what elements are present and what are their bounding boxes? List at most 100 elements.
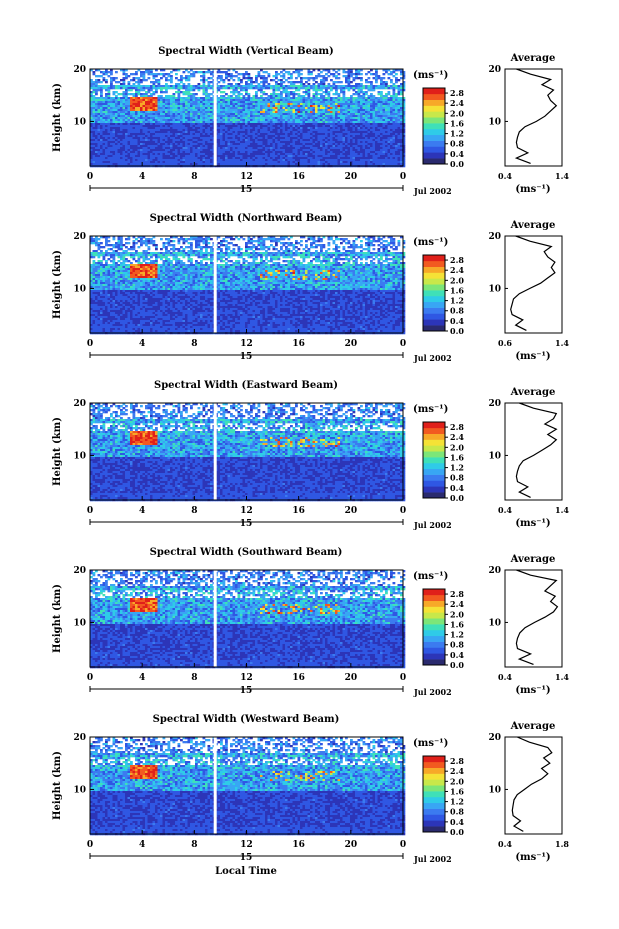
heatmap-cell xyxy=(287,141,291,144)
heatmap-cell xyxy=(357,97,361,100)
heatmap-cell xyxy=(220,117,223,120)
heatmap-cell xyxy=(167,105,171,108)
heatmap-cell xyxy=(347,131,351,134)
heatmap-cell xyxy=(282,89,286,92)
heatmap-cell xyxy=(115,135,118,138)
heatmap-cell xyxy=(112,105,116,108)
heatmap-cell xyxy=(275,129,278,132)
heatmap-cell xyxy=(325,123,328,126)
heatmap-cell xyxy=(330,125,333,128)
heatmap-cell xyxy=(300,79,303,82)
heatmap-cell xyxy=(255,91,258,94)
heatmap-cell xyxy=(112,147,116,150)
heatmap-cell xyxy=(210,143,213,146)
heatmap-cell xyxy=(92,95,96,98)
heatmap-cell xyxy=(147,135,151,138)
heatmap-cell xyxy=(267,107,271,110)
heatmap-cell xyxy=(112,129,116,132)
heatmap-cell xyxy=(117,161,121,164)
heatmap-cell xyxy=(285,155,288,158)
heatmap-cell xyxy=(135,143,138,146)
heatmap-cell xyxy=(205,159,208,162)
heatmap-cell xyxy=(202,81,206,84)
heatmap-cell xyxy=(147,89,151,92)
heatmap-cell xyxy=(377,77,381,80)
heatmap-cell xyxy=(185,153,188,156)
heatmap-cell xyxy=(352,139,356,142)
heatmap-cell xyxy=(102,99,106,102)
heatmap-cell xyxy=(232,163,236,166)
heatmap-cell xyxy=(132,157,136,160)
heatmap-cell xyxy=(120,133,123,136)
heatmap-cell xyxy=(235,143,238,146)
heatmap-cell xyxy=(220,123,223,126)
heatmap-cell xyxy=(177,157,181,160)
heatmap-cell xyxy=(180,77,183,80)
heatmap-cell xyxy=(227,125,231,128)
heatmap-cell xyxy=(145,109,148,112)
heatmap-cell xyxy=(165,143,168,146)
heatmap-cell xyxy=(290,77,293,80)
heatmap-cell xyxy=(202,105,206,108)
heatmap-cell xyxy=(102,117,106,120)
heatmap-cell xyxy=(295,127,298,130)
heatmap-cell xyxy=(287,105,291,108)
heatmap-cell xyxy=(315,121,318,124)
heatmap-cell xyxy=(315,75,318,78)
heatmap-cell xyxy=(117,109,121,112)
heatmap-cell xyxy=(117,107,121,110)
heatmap-cell xyxy=(335,111,338,114)
heatmap-cell xyxy=(245,155,248,158)
heatmap-cell xyxy=(220,157,223,160)
heatmap-cell xyxy=(335,137,338,140)
heatmap-cell xyxy=(235,83,238,86)
heatmap-cell xyxy=(125,73,128,76)
heatmap-cell xyxy=(317,117,321,120)
heatmap-cell xyxy=(192,153,196,156)
heatmap-cell xyxy=(377,145,381,148)
heatmap-cell xyxy=(365,111,368,114)
heatmap-cell xyxy=(352,109,356,112)
heatmap-cell xyxy=(122,155,126,158)
heatmap-cell xyxy=(92,107,96,110)
heatmap-cell xyxy=(362,107,366,110)
heatmap-cell xyxy=(115,131,118,134)
heatmap-cell xyxy=(262,107,266,110)
heatmap-cell xyxy=(92,135,96,138)
heatmap-cell xyxy=(327,141,331,144)
heatmap-cell xyxy=(137,121,141,124)
heatmap-cell xyxy=(277,123,281,126)
heatmap-cell xyxy=(260,135,263,138)
heatmap-cell xyxy=(277,139,281,142)
heatmap-cell xyxy=(360,91,363,94)
heatmap-cell xyxy=(335,91,338,94)
heatmap-cell xyxy=(90,163,93,166)
heatmap-cell xyxy=(157,85,161,88)
heatmap-cell xyxy=(112,123,116,126)
heatmap-cell xyxy=(285,137,288,140)
heatmap-cell xyxy=(260,109,263,112)
heatmap-cell xyxy=(115,127,118,130)
heatmap-cell xyxy=(240,79,243,82)
heatmap-cell xyxy=(375,77,378,80)
heatmap-cell xyxy=(175,131,178,134)
heatmap-cell xyxy=(360,147,363,150)
heatmap-cell xyxy=(100,155,103,158)
heatmap-cell xyxy=(127,75,131,78)
heatmap-cell xyxy=(360,69,363,72)
heatmap-cell xyxy=(92,147,96,150)
heatmap-cell xyxy=(137,157,141,160)
heatmap-cell xyxy=(320,125,323,128)
heatmap-cell xyxy=(342,115,346,118)
heatmap-cell xyxy=(177,107,181,110)
heatmap-cell xyxy=(160,105,163,108)
heatmap-cell xyxy=(375,147,378,150)
heatmap-cell xyxy=(342,139,346,142)
heatmap-cell xyxy=(92,91,96,94)
heatmap-cell xyxy=(185,87,188,90)
heatmap-cell xyxy=(247,79,251,82)
heatmap-cell xyxy=(245,105,248,108)
heatmap-cell xyxy=(90,127,93,130)
heatmap-cell xyxy=(295,151,298,154)
heatmap-cell xyxy=(285,107,288,110)
